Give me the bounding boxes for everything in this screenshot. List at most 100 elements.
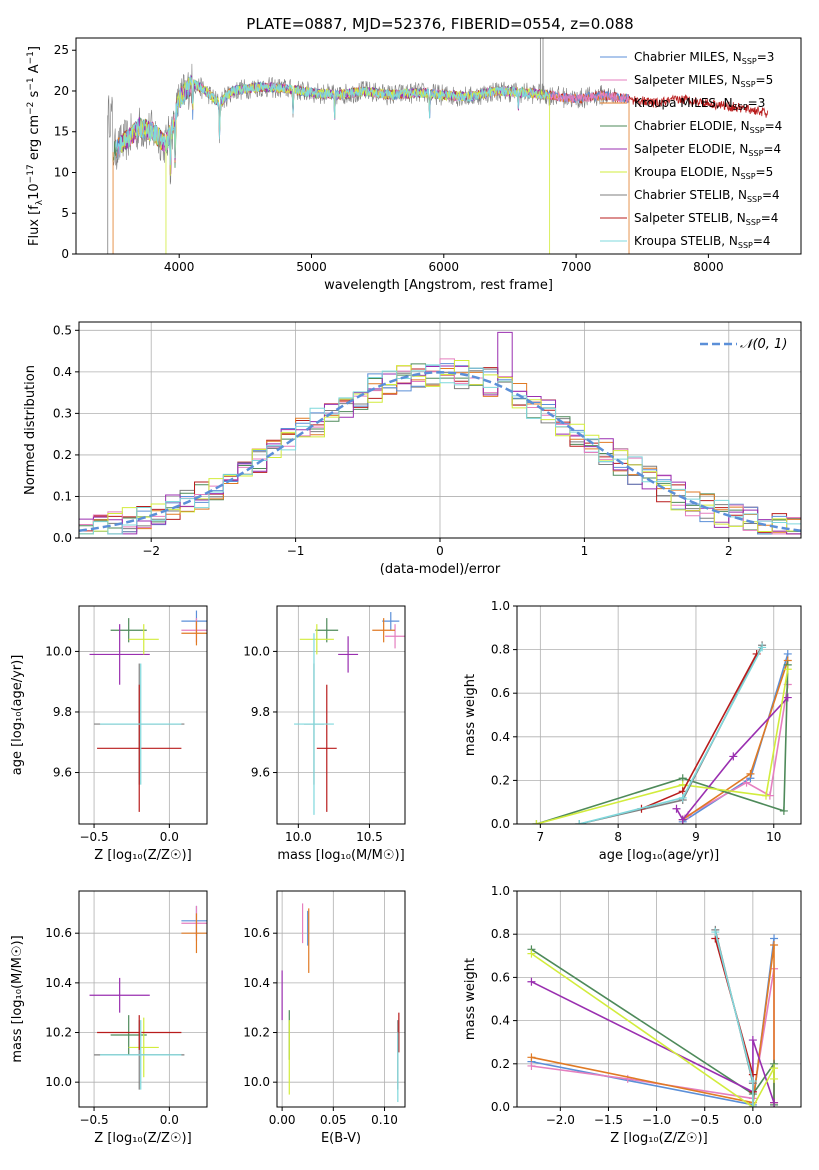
x-tick-label: 10 xyxy=(766,830,781,844)
kroupa_stelib-weight-marker xyxy=(678,793,687,802)
kroupa_stelib-weight-marker xyxy=(575,820,584,824)
age_vs_mass-frame: 10.0 10.5 9.6 9.8 10.0 mass [log₁₀(M/M☉)] xyxy=(243,605,406,863)
salpeter_elodie-weight-line xyxy=(531,980,775,1103)
salpeter_miles-legend-label: Salpeter MILES, NSSP=5 xyxy=(634,73,773,89)
salpeter_miles-weight-marker xyxy=(527,1061,536,1070)
salpeter_stelib-legend-label: Salpeter STELIB, NSSP=4 xyxy=(634,211,778,227)
x-axis-label: Z [log₁₀(Z/Z☉)] xyxy=(94,1131,191,1146)
y-label-part: Flux [f xyxy=(27,205,42,246)
legend-sub: SSP xyxy=(747,195,762,204)
legend-suffix: =4 xyxy=(753,234,771,248)
age_vs_z-axes xyxy=(79,606,207,824)
axes-frame xyxy=(75,37,802,255)
y-tick-label: 10.4 xyxy=(45,976,72,990)
mass_vs_z-axes xyxy=(79,891,207,1107)
y-label-part: −1 xyxy=(26,51,36,64)
y-tick-label: 10.4 xyxy=(243,976,270,990)
y-tick-label: 0.6 xyxy=(491,686,510,700)
x-tick-label: 4000 xyxy=(164,260,195,274)
y-label-part: λ xyxy=(35,199,45,205)
kroupa_elodie-weight-marker xyxy=(770,1074,779,1083)
axes-frame xyxy=(276,890,406,1108)
chabrier_elodie-weight-marker xyxy=(779,806,788,815)
y-tick-label: 0.0 xyxy=(491,817,510,831)
y-axis-label: mass weight xyxy=(463,958,478,1040)
y-tick-label: 0.3 xyxy=(53,406,72,420)
chabrier_miles-legend-label: Chabrier MILES, NSSP=3 xyxy=(634,50,774,66)
y-label-part: −1 xyxy=(26,77,36,90)
salpeter_miles-weight-marker xyxy=(742,778,751,787)
x-tick-label: 0.0 xyxy=(160,830,179,844)
mass_vs_z-plot-area xyxy=(89,905,207,1090)
spectrum-frame: 4000 5000 6000 7000 8000 0 5 10 15 20 25 wavelength… xyxy=(26,37,802,293)
x-axis-label: Z [log₁₀(Z/Z☉)] xyxy=(94,848,191,863)
mass_vs_ebv-axes xyxy=(277,891,405,1107)
axes-frame xyxy=(78,890,208,1108)
kroupa_elodie-weight-marker xyxy=(532,820,541,824)
salpeter_elodie-weight-marker xyxy=(783,693,792,702)
chabrier_elodie-legend-label: Chabrier ELODIE, NSSP=4 xyxy=(634,119,782,135)
x-tick-label: −2 xyxy=(142,544,160,558)
axes-frame xyxy=(516,890,802,1108)
x-tick-label: 5000 xyxy=(296,260,327,274)
kroupa_stelib-histogram xyxy=(79,364,801,535)
salpeter_elodie-weight-marker xyxy=(770,1098,779,1107)
y-tick-label: 0.2 xyxy=(491,773,510,787)
legend-sub: SSP xyxy=(741,80,756,89)
legend-sub: SSP xyxy=(750,126,765,135)
kroupa_miles-weight-marker xyxy=(746,769,755,778)
y-tick-label: 9.6 xyxy=(251,766,270,780)
legend-suffix: =5 xyxy=(756,73,774,87)
salpeter_elodie-weight-line xyxy=(675,697,789,822)
y-axis-label: Normed distribution xyxy=(23,365,38,495)
y-tick-label: 0.4 xyxy=(53,365,72,379)
kroupa_elodie-weight-marker xyxy=(527,949,536,958)
chabrier_miles-weight-line xyxy=(682,653,789,823)
legend-sub: SSP xyxy=(748,149,763,158)
x-tick-label: −0.5 xyxy=(79,830,108,844)
y-tick-label: 10.6 xyxy=(45,926,72,940)
gaussian-legend-label: 𝒩(0, 1) xyxy=(740,337,787,352)
chabrier_elodie-weight-line xyxy=(536,664,789,824)
legend-suffix: =4 xyxy=(763,142,781,156)
y-label-part: erg cm xyxy=(27,115,42,164)
kroupa_elodie-weight-line xyxy=(530,952,775,1107)
x-tick-label: 8000 xyxy=(693,260,724,274)
x-tick-label: 1 xyxy=(581,544,589,558)
gaussian-curve xyxy=(79,371,801,532)
legend-text: Kroupa MILES, N xyxy=(634,96,733,110)
legend-text: Kroupa ELODIE, N xyxy=(634,165,741,179)
x-tick-label: 7 xyxy=(537,830,545,844)
x-tick-label: 10.5 xyxy=(356,830,383,844)
weight_vs_age-frame: 7 8 9 10 0.0 0.2 0.4 0.6 0.8 1.0 age [log₁₀(age/yr… xyxy=(463,599,802,863)
kroupa_miles-weight-marker xyxy=(770,941,779,949)
legend-sub: SSP xyxy=(741,172,756,181)
y-axis-label: age [log₁₀(age/yr)] xyxy=(10,655,25,776)
kroupa_elodie-legend-label: Kroupa ELODIE, NSSP=5 xyxy=(634,165,773,181)
x-tick-label: 0 xyxy=(436,544,444,558)
age_vs_z-plot-area xyxy=(89,610,207,812)
legend-text: Salpeter MILES, N xyxy=(634,73,741,87)
x-axis-label: mass [log₁₀(M/M☉)] xyxy=(277,848,404,863)
axes-frame xyxy=(516,605,802,825)
salpeter_stelib-weight-line xyxy=(714,938,754,1092)
salpeter_elodie-weight-marker xyxy=(748,1036,757,1045)
weight_vs_z-plot-area xyxy=(527,925,779,1107)
x-tick-label: 10.0 xyxy=(285,830,312,844)
mass_vs_ebv-plot-area xyxy=(281,903,400,1103)
kroupa_elodie-weight-line xyxy=(536,669,789,824)
legend-text: Salpeter STELIB, N xyxy=(634,211,746,225)
y-label-part: A xyxy=(27,64,42,77)
x-tick-label: −1.5 xyxy=(594,1113,623,1127)
y-axis-label: mass weight xyxy=(463,674,478,756)
y-tick-label: 9.8 xyxy=(251,705,270,719)
residuals-plot-area xyxy=(79,331,801,535)
x-tick-label: 0.0 xyxy=(160,1113,179,1127)
salpeter_elodie-weight-marker xyxy=(527,977,536,986)
weight_vs_z-axes xyxy=(517,890,801,1108)
y-tick-label: 5 xyxy=(61,206,69,220)
y-tick-label: 0.2 xyxy=(491,1057,510,1071)
residuals-frame: −2 −1 0 1 2 0.0 0.1 0.2 0.3 0.4 0.5 (data-model)/er… xyxy=(23,321,802,577)
y-tick-label: 10.2 xyxy=(243,1026,270,1040)
